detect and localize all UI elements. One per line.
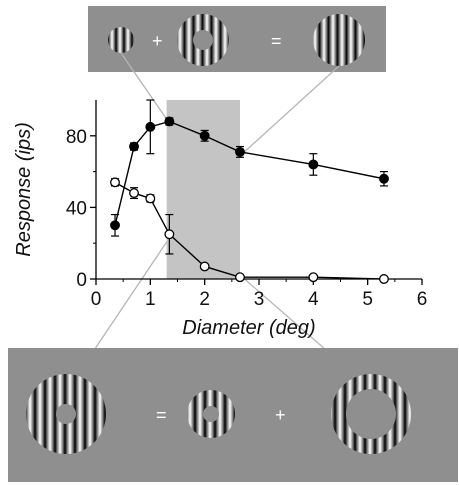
data-point <box>129 141 139 152</box>
bottom-large-ring-grating <box>331 374 411 454</box>
bottom-small-annulus-grating <box>187 390 235 438</box>
series-line <box>114 181 384 280</box>
data-point <box>164 116 175 127</box>
x-tick-label: 4 <box>308 289 319 310</box>
top-equals-sign: = <box>271 31 282 51</box>
chart: 0 1 2 3 4 5 6 0 40 80 Diameter (deg) Response (ip… <box>13 99 427 339</box>
series-line <box>114 120 385 226</box>
top-full-grating <box>313 14 365 66</box>
series-filled <box>110 99 389 237</box>
data-point <box>145 121 156 132</box>
bottom-equals-sign: = <box>156 405 167 425</box>
y-tick-label: 40 <box>66 198 87 219</box>
data-point <box>235 272 245 283</box>
data-point <box>110 220 120 231</box>
x-tick-label: 2 <box>199 289 210 310</box>
top-plus-sign: + <box>152 31 163 51</box>
x-tick-label: 5 <box>362 289 373 310</box>
data-point <box>235 146 245 157</box>
x-tick-label: 0 <box>91 289 102 310</box>
series-layer <box>110 99 389 284</box>
bottom-plus-sign: + <box>275 405 286 425</box>
top-stimulus-panel: + = <box>88 6 386 72</box>
series-open <box>110 177 389 284</box>
bottom-stimulus-panel: = + <box>8 348 458 482</box>
y-tick-label: 80 <box>66 127 87 148</box>
x-axis-title: Diameter (deg) <box>182 317 315 339</box>
top-center-grating <box>108 27 134 53</box>
shaded-diameter-range <box>166 100 240 279</box>
x-tick-label: 3 <box>254 289 265 310</box>
connector-top-left <box>120 52 171 125</box>
data-point <box>199 261 210 272</box>
tick-labels: 0 1 2 3 4 5 6 0 40 80 <box>66 127 427 310</box>
top-annulus-grating <box>177 14 229 66</box>
data-point <box>379 173 389 184</box>
y-tick-label: 0 <box>76 270 87 291</box>
data-point <box>199 130 210 141</box>
data-point <box>110 177 120 188</box>
x-tick-label: 6 <box>417 289 428 310</box>
data-point <box>308 159 319 170</box>
connector-top-right <box>240 65 340 156</box>
y-axis-title: Response (ips) <box>13 122 35 257</box>
data-point <box>129 188 139 199</box>
data-point <box>164 229 175 240</box>
x-tick-label: 1 <box>145 289 156 310</box>
data-point <box>379 274 389 284</box>
axes <box>90 100 423 285</box>
bottom-large-annulus-grating <box>26 374 106 454</box>
data-point <box>145 193 156 204</box>
data-point <box>308 272 319 283</box>
